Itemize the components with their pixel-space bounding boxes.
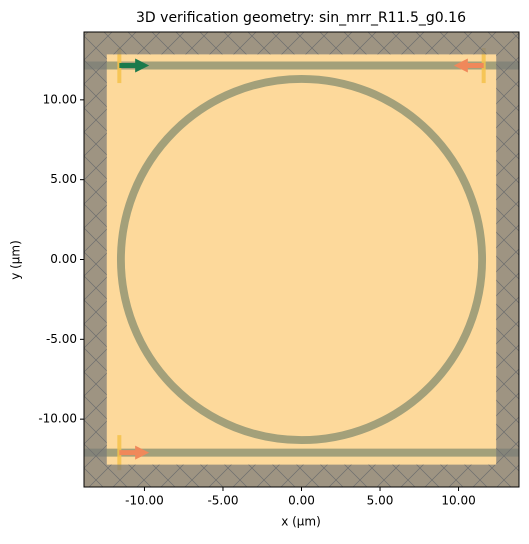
y-tick-label: -5.00 <box>46 332 77 346</box>
ring <box>116 74 487 445</box>
source-arrow-head <box>135 58 150 73</box>
simulation-domain <box>106 54 497 465</box>
x-axis-label: x (µm) <box>281 515 321 529</box>
y-tick-label: 5.00 <box>50 172 77 186</box>
plot-area <box>84 32 519 487</box>
x-tick-label: 10.00 <box>441 494 475 508</box>
source-arrow-head <box>453 58 468 73</box>
x-tick-label: -5.00 <box>207 494 238 508</box>
x-tick-label: 5.00 <box>367 494 394 508</box>
chart-title: 3D verification geometry: sin_mrr_R11.5_… <box>136 10 466 26</box>
y-tick-label: 0.00 <box>50 252 77 266</box>
y-axis-label: y (µm) <box>9 240 23 280</box>
source-arrow-head <box>135 445 150 460</box>
x-tick-label: 0.00 <box>288 494 315 508</box>
y-tick-label: 10.00 <box>43 92 77 106</box>
y-tick-label: -10.00 <box>38 412 77 426</box>
x-tick-label: -10.00 <box>125 494 164 508</box>
